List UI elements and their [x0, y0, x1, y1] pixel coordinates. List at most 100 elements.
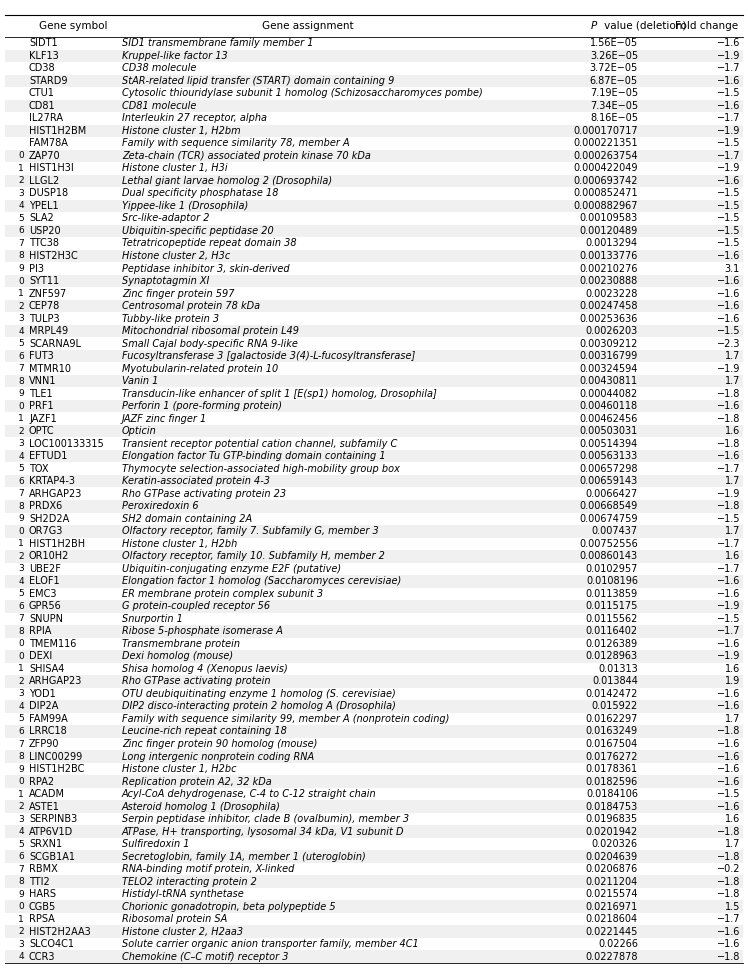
Text: 0.0113859: 0.0113859 [586, 589, 638, 599]
Text: 0: 0 [18, 640, 24, 649]
Text: Elongation factor 1 homolog (Saccharomyces cerevisiae): Elongation factor 1 homolog (Saccharomyc… [122, 576, 401, 587]
Text: SH2 domain containing 2A: SH2 domain containing 2A [122, 514, 252, 524]
Text: 0.0023228: 0.0023228 [586, 288, 638, 298]
Text: 0.000693742: 0.000693742 [574, 176, 638, 186]
Text: 7: 7 [18, 489, 24, 499]
Text: 0.00563133: 0.00563133 [580, 451, 638, 461]
Text: 0.00668549: 0.00668549 [580, 501, 638, 511]
Text: 5: 5 [18, 339, 24, 348]
Text: Tubby-like protein 3: Tubby-like protein 3 [122, 314, 219, 323]
Text: ELOF1: ELOF1 [29, 576, 60, 587]
Text: SLCO4C1: SLCO4C1 [29, 939, 74, 950]
Text: 8: 8 [18, 377, 24, 385]
Text: 0.00247458: 0.00247458 [580, 301, 638, 311]
Text: 0.0204639: 0.0204639 [586, 852, 638, 862]
Text: SERPINB3: SERPINB3 [29, 814, 77, 824]
Text: −1.6: −1.6 [717, 39, 740, 48]
Text: OR10H2: OR10H2 [29, 552, 70, 561]
Text: −1.5: −1.5 [717, 88, 740, 99]
Text: 1.6: 1.6 [725, 552, 740, 561]
Text: TELO2 interacting protein 2: TELO2 interacting protein 2 [122, 877, 257, 887]
Text: TTC38: TTC38 [29, 238, 59, 249]
Text: 0.0196835: 0.0196835 [586, 814, 638, 824]
Text: −1.7: −1.7 [717, 563, 740, 574]
Text: 0.0167504: 0.0167504 [586, 739, 638, 749]
Text: ATPase, H+ transporting, lysosomal 34 kDa, V1 subunit D: ATPase, H+ transporting, lysosomal 34 kD… [122, 827, 405, 836]
Text: 1.7: 1.7 [725, 351, 740, 361]
Text: 0.0102957: 0.0102957 [586, 563, 638, 574]
Text: Myotubularin-related protein 10: Myotubularin-related protein 10 [122, 364, 278, 374]
Text: 4: 4 [19, 326, 24, 336]
Text: −1.6: −1.6 [717, 276, 740, 286]
Text: 0.007437: 0.007437 [592, 527, 638, 536]
Text: SRXN1: SRXN1 [29, 839, 62, 849]
Text: 1.9: 1.9 [725, 677, 740, 686]
Text: 0.0227878: 0.0227878 [586, 952, 638, 962]
Text: 0.0142472: 0.0142472 [586, 689, 638, 699]
Text: −1.8: −1.8 [717, 890, 740, 899]
Text: SCARNA9L: SCARNA9L [29, 339, 81, 348]
Text: 4: 4 [19, 702, 24, 711]
Text: OPTC: OPTC [29, 426, 55, 437]
Text: Family with sequence similarity 78, member A: Family with sequence similarity 78, memb… [122, 138, 349, 148]
Text: 2: 2 [19, 176, 24, 186]
Text: −1.6: −1.6 [717, 702, 740, 711]
Text: 2: 2 [19, 802, 24, 811]
Text: Solute carrier organic anion transporter family, member 4C1: Solute carrier organic anion transporter… [122, 939, 419, 950]
Text: 0.00674759: 0.00674759 [580, 514, 638, 524]
Text: TOX: TOX [29, 464, 49, 473]
Bar [5, 850, 743, 862]
Text: −1.5: −1.5 [717, 614, 740, 624]
Text: 0: 0 [18, 651, 24, 661]
Text: ATP6V1D: ATP6V1D [29, 827, 73, 836]
Text: 0.0176272: 0.0176272 [586, 751, 638, 762]
Bar [5, 174, 743, 187]
Text: Thymocyte selection-associated high-mobility group box: Thymocyte selection-associated high-mobi… [122, 464, 400, 473]
Text: 3: 3 [18, 940, 24, 949]
Text: Olfactory receptor, family 10. Subfamily H, member 2: Olfactory receptor, family 10. Subfamily… [122, 552, 385, 561]
Text: 0.000852471: 0.000852471 [574, 189, 638, 198]
Text: Small Cajal body-specific RNA 9-like: Small Cajal body-specific RNA 9-like [122, 339, 298, 348]
Bar [5, 951, 743, 963]
Text: HIST1H3I: HIST1H3I [29, 164, 74, 173]
Text: 0.000221351: 0.000221351 [574, 138, 638, 148]
Text: 9: 9 [18, 514, 24, 524]
Text: Shisa homolog 4 (Xenopus laevis): Shisa homolog 4 (Xenopus laevis) [122, 664, 288, 674]
Text: Ribose 5-phosphate isomerase A: Ribose 5-phosphate isomerase A [122, 626, 283, 636]
Text: Rho GTPase activating protein: Rho GTPase activating protein [122, 677, 271, 686]
Text: ACADM: ACADM [29, 789, 65, 799]
Text: 0.00659143: 0.00659143 [580, 476, 638, 486]
Text: 8: 8 [18, 627, 24, 636]
Text: 1.7: 1.7 [725, 714, 740, 724]
Text: Chemokine (C–C motif) receptor 3: Chemokine (C–C motif) receptor 3 [122, 952, 289, 962]
Text: SNUPN: SNUPN [29, 614, 63, 624]
Text: 0.0184106: 0.0184106 [586, 789, 638, 799]
Text: −1.9: −1.9 [717, 50, 740, 61]
Bar [5, 826, 743, 838]
Bar [5, 500, 743, 512]
Text: Asteroid homolog 1 (Drosophila): Asteroid homolog 1 (Drosophila) [122, 802, 281, 811]
Bar [5, 801, 743, 813]
Bar [5, 150, 743, 162]
Text: G protein-coupled receptor 56: G protein-coupled receptor 56 [122, 601, 270, 612]
Text: CD38: CD38 [29, 63, 55, 74]
Bar [5, 475, 743, 488]
Text: 3: 3 [18, 439, 24, 448]
Text: Transient receptor potential cation channel, subfamily C: Transient receptor potential cation chan… [122, 439, 397, 449]
Bar [5, 875, 743, 888]
Text: 2: 2 [19, 927, 24, 936]
Text: ASTE1: ASTE1 [29, 802, 60, 811]
Text: 0.00230888: 0.00230888 [580, 276, 638, 286]
Text: 9: 9 [18, 389, 24, 398]
Text: −1.9: −1.9 [717, 164, 740, 173]
Text: 0.0218604: 0.0218604 [586, 914, 638, 924]
Text: 0.00133776: 0.00133776 [580, 251, 638, 261]
Text: −1.9: −1.9 [717, 489, 740, 499]
Text: YOD1: YOD1 [29, 689, 56, 699]
Text: Gene assignment: Gene assignment [262, 21, 353, 31]
Text: 9: 9 [18, 890, 24, 898]
Text: ARHGAP23: ARHGAP23 [29, 489, 82, 499]
Text: 0.013844: 0.013844 [592, 677, 638, 686]
Text: −1.8: −1.8 [717, 852, 740, 862]
Bar [5, 450, 743, 463]
